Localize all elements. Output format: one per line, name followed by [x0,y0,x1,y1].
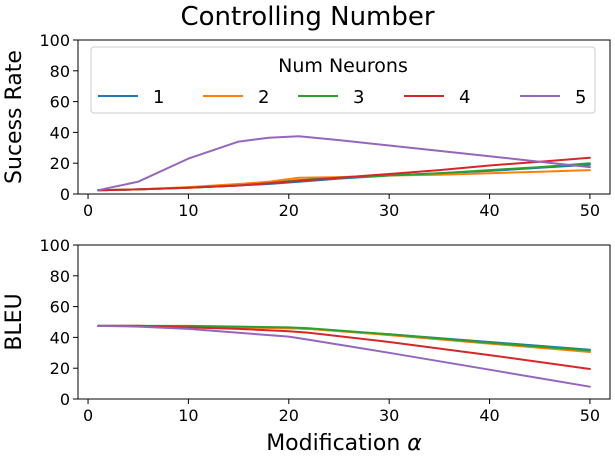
legend-items: 1 2 3 4 5 [98,87,586,108]
x-tick-label: 0 [83,406,93,425]
x-tick-label: 30 [379,201,399,220]
y-tick-label: 100 [39,31,70,50]
y-tick-label: 20 [50,359,70,378]
x-tick-label: 0 [83,201,93,220]
bleu-plot-frame [77,244,611,400]
x-tick-label: 10 [178,201,198,220]
legend: Num Neurons 1 2 3 4 5 [90,46,596,114]
legend-title: Num Neurons [278,55,408,77]
success-rate-x-ticks: 0 10 20 30 40 50 [83,194,600,220]
legend-label-5: 5 [575,87,586,108]
x-axis-label-symbol: α [407,431,422,456]
x-tick-label: 10 [178,406,198,425]
series-line-2 [97,324,591,353]
x-tick-label: 20 [279,201,299,220]
x-tick-label: 50 [580,201,600,220]
y-tick-label: 80 [50,62,70,81]
x-axis-label: Modification α [266,431,422,456]
chart-title: Controlling Number [180,2,434,32]
success-rate-y-label: Sucess Rate [2,50,27,184]
y-tick-label: 60 [50,93,70,112]
y-tick-label: 0 [60,185,70,204]
bleu-x-ticks: 0 10 20 30 40 50 [83,399,600,425]
series-line-5 [97,135,591,192]
y-tick-label: 40 [50,123,70,142]
bleu-lines [97,324,591,388]
legend-label-4: 4 [459,87,470,108]
success-rate-panel: 0 20 40 60 80 100 0 10 20 30 40 50 Sucess Rate Num… [2,31,611,220]
x-axis-label-text: Modification [266,431,407,456]
x-tick-label: 50 [580,406,600,425]
success-rate-plot-frame [77,39,611,195]
series-line-5 [97,324,591,388]
series-line-2 [97,169,591,192]
x-tick-label: 20 [279,406,299,425]
series-line-4 [97,156,591,192]
y-tick-label: 40 [50,328,70,347]
bleu-y-label: BLEU [2,293,27,350]
y-tick-label: 20 [50,154,70,173]
bleu-y-ticks: 0 20 40 60 80 100 [39,236,78,409]
y-tick-label: 80 [50,267,70,286]
success-rate-lines [97,135,591,192]
x-tick-label: 40 [479,201,499,220]
x-tick-label: 40 [479,406,499,425]
y-tick-label: 0 [60,390,70,409]
y-tick-label: 60 [50,298,70,317]
y-tick-label: 100 [39,236,70,255]
legend-label-3: 3 [353,87,364,108]
bleu-panel: 0 20 40 60 80 100 0 10 20 30 40 50 BLEU [2,236,611,425]
success-rate-y-ticks: 0 20 40 60 80 100 [39,31,78,204]
x-tick-label: 30 [379,406,399,425]
legend-label-2: 2 [258,87,269,108]
legend-label-1: 1 [153,87,164,108]
